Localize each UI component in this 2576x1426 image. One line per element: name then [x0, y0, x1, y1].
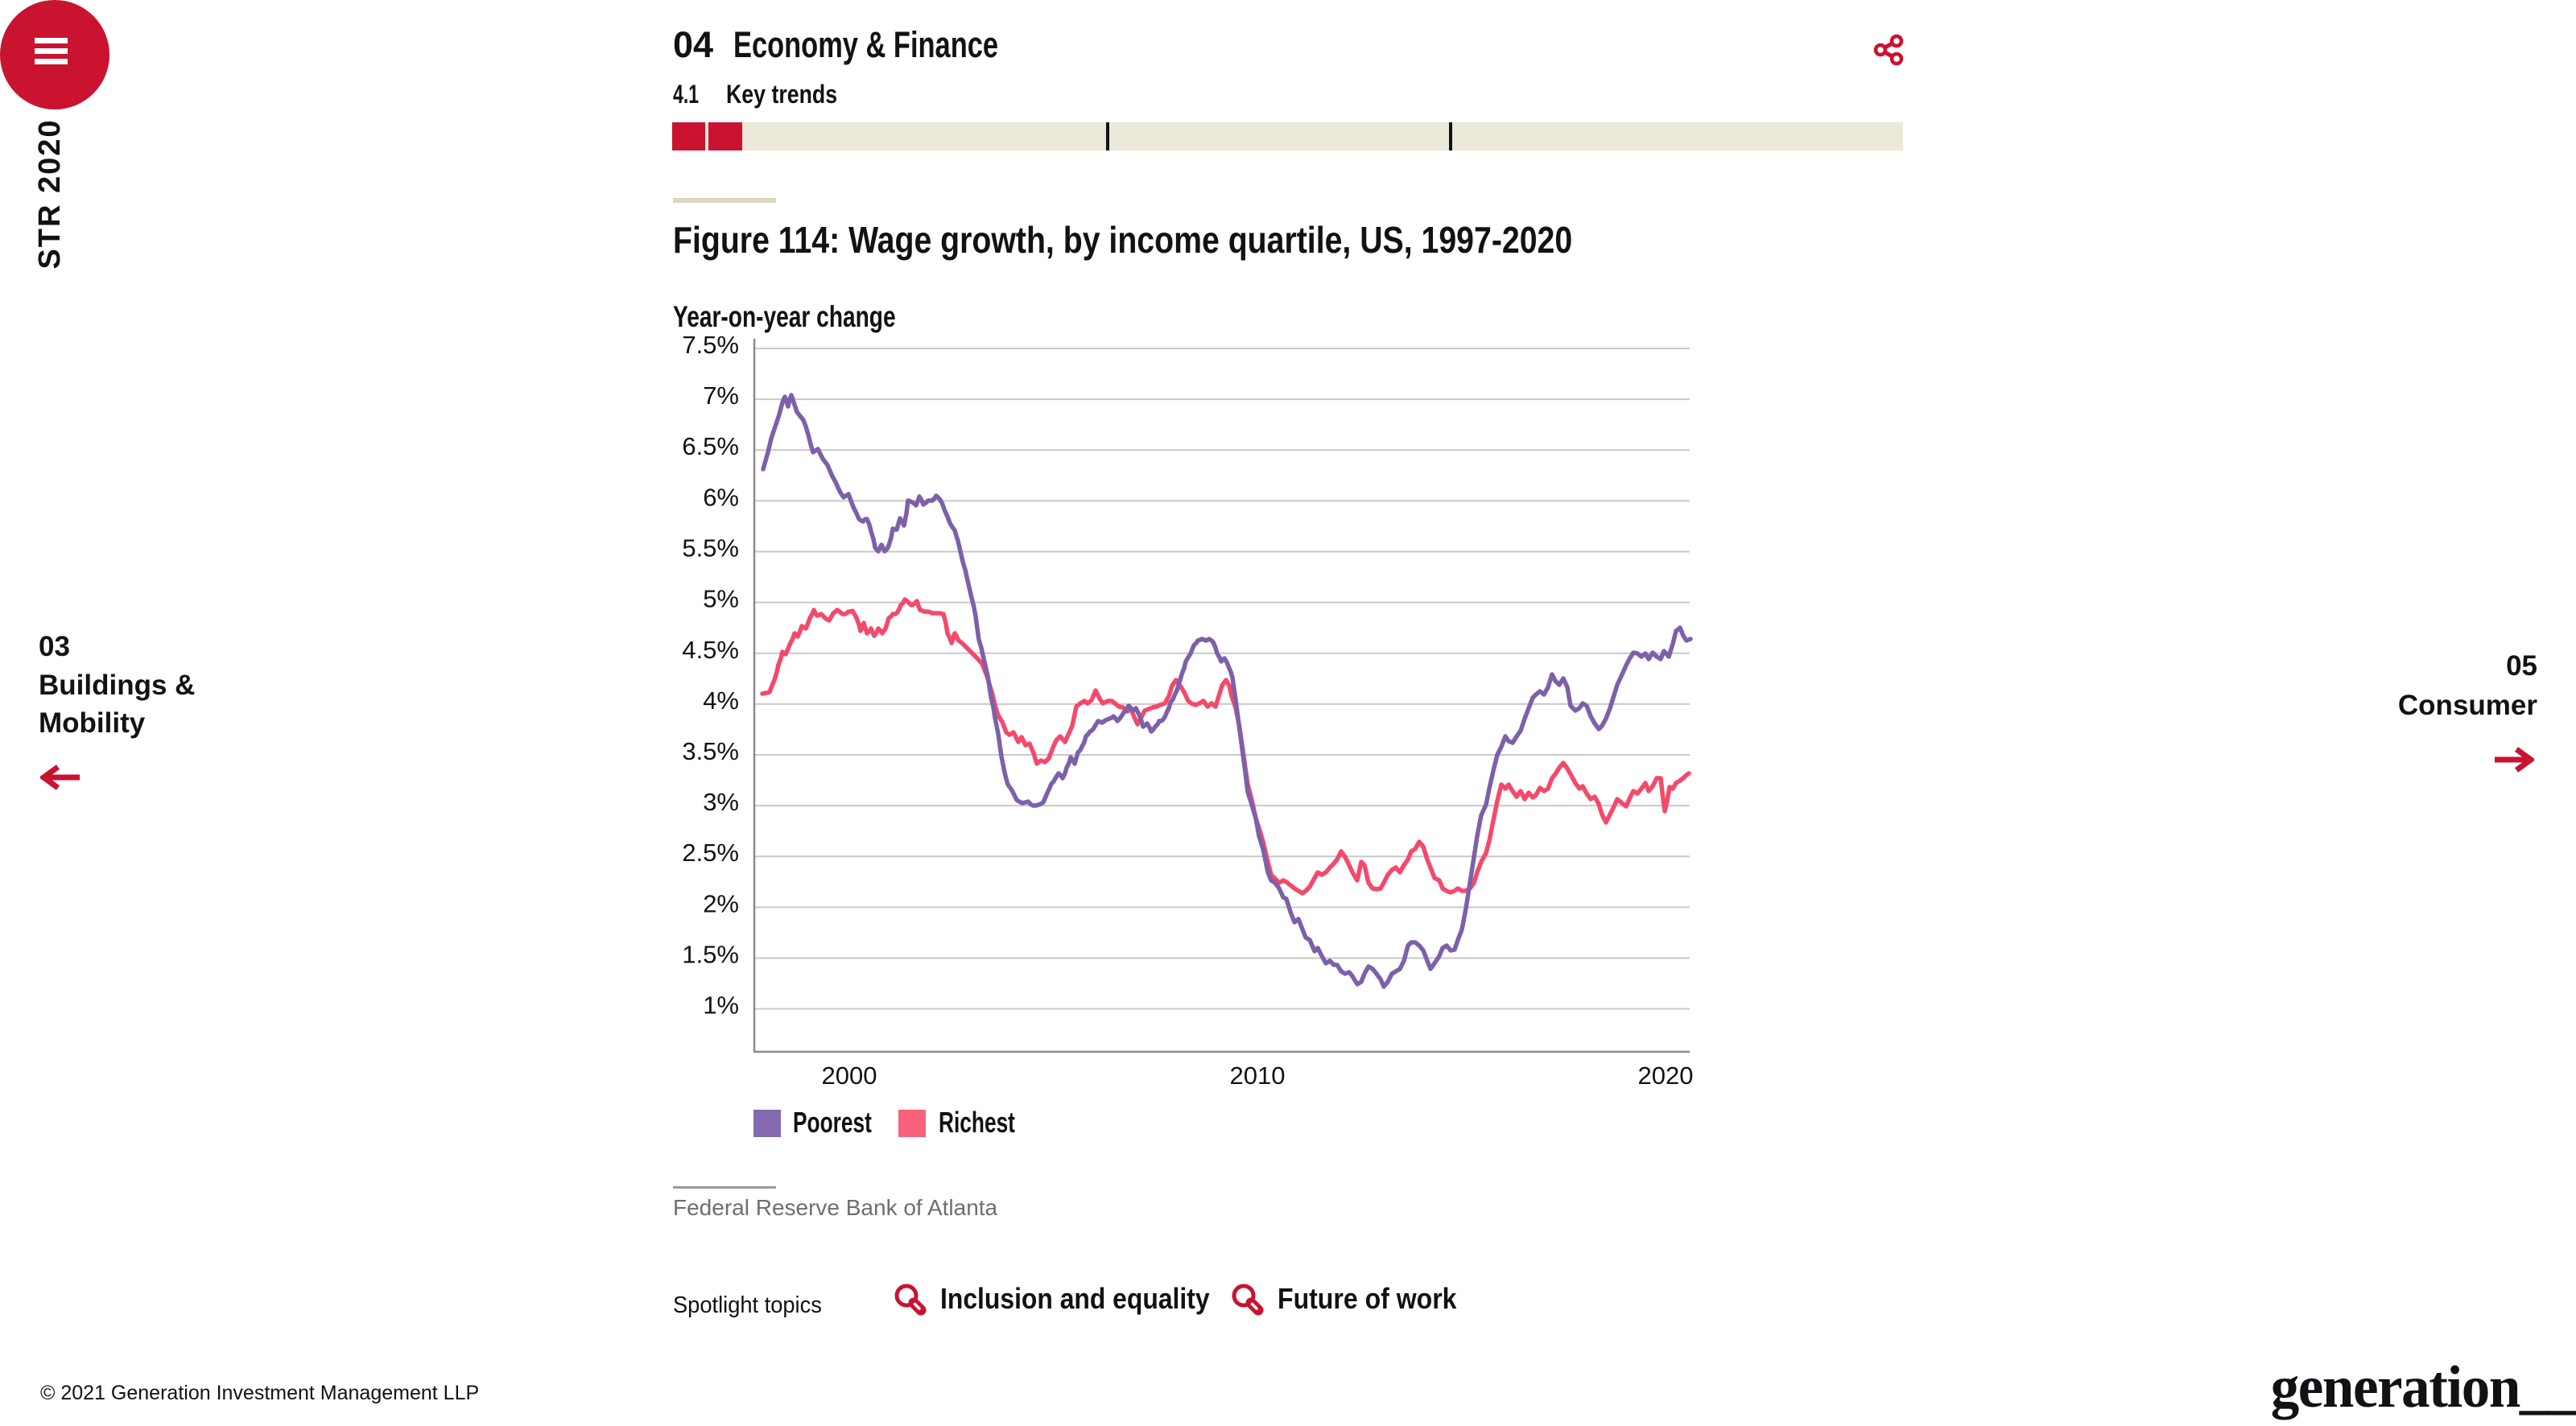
- svg-text:2%: 2%: [703, 889, 739, 917]
- svg-text:5%: 5%: [703, 585, 739, 613]
- svg-text:4.5%: 4.5%: [682, 636, 739, 664]
- svg-text:7%: 7%: [703, 381, 739, 410]
- svg-text:4%: 4%: [703, 686, 739, 715]
- svg-text:2.5%: 2.5%: [682, 839, 739, 867]
- svg-text:3%: 3%: [703, 788, 739, 816]
- svg-text:6.5%: 6.5%: [682, 432, 739, 460]
- svg-text:5.5%: 5.5%: [682, 534, 739, 563]
- svg-text:1.5%: 1.5%: [682, 941, 739, 969]
- svg-text:2010: 2010: [1230, 1061, 1286, 1090]
- svg-text:2000: 2000: [822, 1061, 877, 1090]
- svg-text:7.5%: 7.5%: [682, 331, 739, 359]
- svg-text:2020: 2020: [1638, 1061, 1694, 1090]
- svg-text:6%: 6%: [703, 483, 739, 511]
- svg-text:1%: 1%: [703, 991, 739, 1020]
- svg-text:3.5%: 3.5%: [682, 737, 739, 765]
